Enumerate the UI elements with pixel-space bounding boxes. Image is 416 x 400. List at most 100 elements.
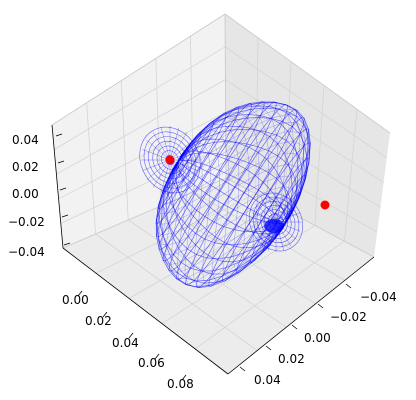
grid-line: [60, 144, 226, 224]
dimple-ring-spoke: [160, 159, 171, 193]
dimple-ring: [152, 140, 188, 180]
dimple-ring-spoke: [169, 127, 180, 161]
y-tick: [265, 345, 272, 351]
grid-line: [95, 233, 258, 351]
y-tick: [239, 366, 246, 372]
dimple-ring-spoke: [152, 159, 171, 188]
grid-line: [120, 80, 129, 221]
highlight-point: [320, 200, 330, 210]
dimple-ring: [139, 126, 201, 194]
dimple-ring-spoke: [169, 159, 198, 171]
z-tick-label: 0.02: [12, 160, 39, 174]
grid-line: [194, 240, 345, 350]
surface-diagonal: [178, 101, 311, 224]
surface-parallel: [156, 106, 240, 238]
y-tick-label: −0.02: [330, 310, 367, 324]
x-tick: [181, 374, 187, 381]
grid-line: [155, 58, 162, 207]
dimple-ring: [161, 150, 179, 170]
x-tick: [154, 353, 160, 360]
z-axis-line: [51, 124, 64, 249]
surface-diagonal: [178, 101, 309, 224]
grid-line: [190, 36, 194, 193]
x-tick-label: 0.06: [138, 356, 165, 370]
x-tick-label: 0.04: [112, 336, 139, 350]
dimple-ring: [148, 136, 192, 184]
y-axis-line: [227, 256, 375, 375]
surface-parallel: [176, 104, 288, 280]
surface-parallel: [208, 128, 309, 287]
dimple-ring-spoke: [169, 132, 188, 161]
dimple-ring-spoke: [275, 197, 292, 223]
grid-line: [56, 79, 226, 175]
surface-parallel: [169, 145, 190, 178]
dimple-ring-spoke: [275, 204, 297, 223]
x-tick: [77, 290, 83, 297]
grid-line: [225, 79, 384, 183]
x-tick: [102, 311, 108, 318]
z-tick-label: 0.00: [12, 187, 39, 201]
z-tick: [61, 214, 69, 218]
dimple-core: [264, 219, 284, 233]
z-tick: [63, 242, 71, 246]
dimple-ring: [260, 205, 292, 239]
pane-edge: [224, 13, 391, 134]
x-tick: [128, 332, 134, 339]
grid-line: [53, 46, 226, 150]
x-axis-line: [62, 247, 229, 375]
surface-diagonal: [178, 129, 303, 224]
y-tick-label: 0.04: [254, 373, 281, 387]
z-tick: [59, 187, 67, 191]
x-tick-label: 0.00: [62, 293, 89, 307]
dimple-ring: [156, 145, 184, 175]
dimple-ring-spoke: [169, 139, 194, 161]
grid-line: [86, 102, 96, 235]
pane-edge: [224, 13, 227, 179]
z-tick-label: −0.04: [8, 245, 45, 259]
z-tick-label: 0.04: [12, 133, 39, 147]
dimple-ring-spoke: [169, 159, 194, 181]
surface-parallel: [195, 117, 305, 288]
dimple-ring-spoke: [169, 149, 198, 161]
dimple-ring-spoke: [267, 193, 277, 223]
dimple-ring-spoke: [169, 159, 188, 188]
surface-parallel: [185, 109, 298, 286]
highlight-point: [165, 155, 175, 165]
surface-parallel: [162, 101, 265, 262]
pane-edge: [51, 13, 226, 126]
x-tick-label: 0.08: [167, 377, 194, 391]
surface-parallel: [221, 142, 311, 282]
y-tick-label: −0.04: [360, 290, 397, 304]
z-tick-label: −0.02: [8, 215, 45, 229]
dimple-ring: [252, 196, 300, 248]
dimple-ring: [249, 192, 303, 252]
grid-lines: [51, 13, 391, 375]
dimple-ring-spoke: [152, 132, 171, 161]
x-tick-label: 0.02: [85, 314, 112, 328]
surface-parallel: [158, 103, 252, 250]
surface-diagonal: [178, 102, 311, 224]
highlight-points: [165, 155, 330, 210]
grid-line: [58, 112, 226, 200]
surface-parallel: [236, 158, 310, 274]
y-tick: [345, 283, 352, 289]
surface-diagonal: [178, 141, 298, 224]
y-tick: [291, 324, 298, 330]
grid-line: [255, 37, 259, 194]
y-tick-label: 0.02: [278, 352, 305, 366]
pane-edge: [62, 177, 227, 249]
dimple-ring-spoke: [146, 159, 171, 181]
z-tick: [55, 133, 63, 137]
dimple-ring-spoke: [255, 204, 277, 223]
surface-parallel: [168, 101, 277, 272]
grid-line: [161, 225, 316, 324]
pane-floor: [63, 178, 374, 374]
dimple-ring-spoke: [142, 149, 171, 161]
y-tick-label: 0.00: [304, 331, 331, 345]
grid-line: [344, 109, 358, 242]
dimple-ring-spoke: [275, 193, 285, 223]
grid-line: [224, 46, 388, 159]
grid-line: [225, 112, 381, 208]
